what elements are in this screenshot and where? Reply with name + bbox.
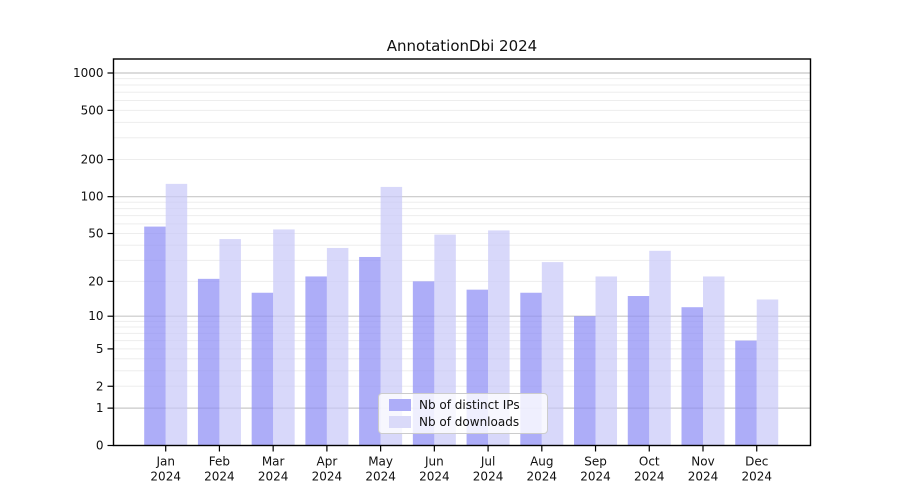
x-tick-label-month: Aug bbox=[530, 455, 553, 469]
legend-item-downloads: Nb of downloads bbox=[389, 415, 547, 429]
legend: Nb of distinct IPs Nb of downloads bbox=[378, 393, 548, 434]
legend-item-distinct-ips: Nb of distinct IPs bbox=[389, 398, 547, 412]
y-tick-label: 1 bbox=[96, 401, 104, 415]
y-tick-label: 200 bbox=[81, 153, 104, 167]
y-tick-label: 20 bbox=[88, 274, 103, 288]
x-tick-label-year: 2024 bbox=[365, 470, 396, 484]
x-tick-label-year: 2024 bbox=[473, 470, 504, 484]
x-tick-label-month: Nov bbox=[691, 455, 714, 469]
legend-swatch-downloads bbox=[389, 416, 411, 428]
x-tick-label-month: Sep bbox=[584, 455, 607, 469]
x-tick-label-month: Jul bbox=[480, 455, 495, 469]
x-tick-label-month: Jun bbox=[424, 455, 444, 469]
y-tick-label: 50 bbox=[88, 227, 103, 241]
x-tick-label-year: 2024 bbox=[258, 470, 289, 484]
bar-distinct-ips-jan bbox=[144, 226, 166, 446]
bar-downloads-mar bbox=[273, 229, 295, 446]
x-tick-label-month: Feb bbox=[209, 455, 230, 469]
y-tick-label: 1000 bbox=[73, 66, 104, 80]
chart-title: AnnotationDbi 2024 bbox=[386, 37, 538, 55]
x-tick-label-month: Oct bbox=[639, 455, 660, 469]
x-tick-label-month: Apr bbox=[317, 455, 338, 469]
bar-distinct-ips-apr bbox=[305, 276, 327, 446]
y-tick-label: 10 bbox=[88, 309, 103, 323]
legend-label-distinct-ips: Nb of distinct IPs bbox=[419, 398, 520, 412]
x-tick-label-year: 2024 bbox=[580, 470, 611, 484]
x-tick-label-year: 2024 bbox=[312, 470, 343, 484]
bar-downloads-dec bbox=[756, 299, 779, 446]
bar-distinct-ips-may bbox=[359, 256, 381, 446]
x-tick-label-month: Dec bbox=[745, 455, 768, 469]
x-tick-label-year: 2024 bbox=[688, 470, 719, 484]
x-tick-label-year: 2024 bbox=[204, 470, 235, 484]
bar-downloads-apr bbox=[326, 247, 349, 446]
x-tick-label-month: May bbox=[368, 455, 393, 469]
x-tick-label-month: Jan bbox=[155, 455, 175, 469]
bar-downloads-feb bbox=[219, 239, 241, 446]
y-tick-label: 0 bbox=[96, 439, 104, 453]
x-tick-label-year: 2024 bbox=[419, 470, 450, 484]
bar-downloads-jun bbox=[434, 234, 456, 446]
bar-downloads-nov bbox=[703, 276, 725, 446]
bar-downloads-oct bbox=[649, 250, 671, 446]
x-tick-label-year: 2024 bbox=[527, 470, 558, 484]
bar-distinct-ips-sep bbox=[574, 316, 596, 446]
y-tick-label: 500 bbox=[81, 103, 104, 117]
bar-downloads-jul bbox=[488, 230, 510, 446]
legend-label-downloads: Nb of downloads bbox=[419, 415, 520, 429]
y-tick-label: 5 bbox=[96, 342, 104, 356]
bar-downloads-may bbox=[380, 186, 403, 446]
x-tick-label-year: 2024 bbox=[150, 470, 181, 484]
bar-distinct-ips-oct bbox=[627, 296, 650, 446]
bar-downloads-jan bbox=[165, 183, 188, 446]
bar-distinct-ips-nov bbox=[681, 307, 703, 446]
bar-distinct-ips-dec bbox=[735, 340, 757, 446]
y-tick-label: 100 bbox=[81, 190, 104, 204]
y-tick-label: 2 bbox=[96, 379, 104, 393]
x-tick-label-year: 2024 bbox=[634, 470, 665, 484]
x-tick-label-month: Mar bbox=[262, 455, 285, 469]
bar-distinct-ips-feb bbox=[197, 278, 220, 446]
bar-downloads-sep bbox=[595, 276, 618, 446]
plot-border bbox=[112, 58, 812, 447]
bar-distinct-ips-mar bbox=[251, 292, 274, 446]
legend-swatch-distinct-ips bbox=[389, 399, 411, 411]
x-tick-label-year: 2024 bbox=[741, 470, 772, 484]
